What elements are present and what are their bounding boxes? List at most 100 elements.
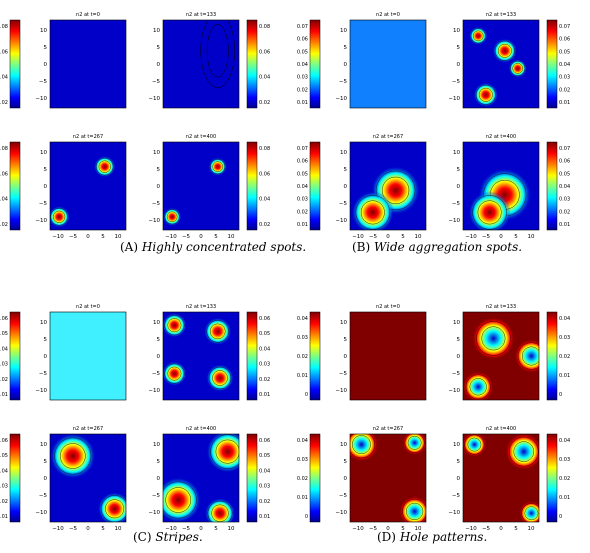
- hole-2: [519, 501, 539, 522]
- y-tick-label: −5: [39, 201, 48, 207]
- contour-0: [513, 441, 535, 462]
- y-tick-label: −10: [335, 510, 347, 516]
- colorbar-tick-label: 0.04: [559, 62, 570, 68]
- contour-0: [481, 326, 506, 351]
- spot-1: [97, 492, 126, 522]
- colorbar: [309, 311, 321, 401]
- x-tick-label: 0: [499, 526, 503, 532]
- colorbar: [546, 141, 558, 231]
- y-tick-label: 0: [344, 476, 348, 482]
- x-tick-label: 5: [401, 526, 405, 532]
- x-tick-label: −5: [69, 526, 78, 532]
- subplot-title: n2 at t=133: [486, 304, 516, 310]
- subplot-title: n2 at t=400: [486, 426, 516, 432]
- heatmap-d-0: [350, 312, 426, 400]
- contour-0: [167, 318, 182, 333]
- colorbar-tick-label: 0.07: [559, 24, 570, 30]
- hole-0: [472, 317, 515, 360]
- y-tick-label: 0: [157, 62, 161, 68]
- spot-0: [206, 434, 239, 473]
- y-tick-label: −10: [335, 96, 347, 102]
- plot-frame: [162, 19, 240, 109]
- colorbar-tick-label: 0.01: [297, 222, 308, 228]
- hole-0: [505, 434, 539, 470]
- y-tick-label: −5: [339, 201, 348, 207]
- features-c-2: [50, 434, 126, 522]
- colorbar-tick-label: 0.03: [297, 457, 308, 463]
- plot-frame: [162, 433, 240, 523]
- contour-1: [166, 211, 178, 223]
- y-tick-label: 0: [157, 184, 161, 190]
- contour-outer-1: [101, 495, 126, 522]
- contour-outer-0: [509, 436, 539, 467]
- y-tick-label: −10: [448, 510, 460, 516]
- subplot-title: n2 at t=0: [76, 304, 100, 310]
- colorbar-tick-label: 0.03: [297, 335, 308, 341]
- contour-outer-0: [476, 321, 511, 356]
- contour-outer-1: [206, 320, 229, 343]
- y-tick-label: −5: [152, 371, 161, 377]
- contour-0: [98, 160, 111, 173]
- spot-0: [94, 156, 116, 178]
- heatmap-a-1: [163, 20, 239, 108]
- hole-1: [463, 434, 487, 457]
- y-tick-label: 10: [340, 28, 347, 34]
- y-tick-label: −5: [339, 79, 348, 85]
- y-tick-label: −10: [148, 510, 160, 516]
- colorbar-tick-label: 0.03: [297, 75, 308, 81]
- colorbar-tick-label: 0.05: [0, 453, 8, 459]
- x-tick-label: −10: [352, 234, 364, 240]
- subplot-title: n2 at t=133: [486, 12, 516, 18]
- contour-outer-2: [207, 500, 233, 522]
- y-tick-label: 5: [344, 337, 348, 343]
- y-tick-label: −10: [448, 96, 460, 102]
- y-tick-label: −10: [335, 218, 347, 224]
- colorbar-tick-label: 0.05: [259, 453, 270, 459]
- colorbar-tick-label: 0.06: [259, 49, 270, 55]
- colorbar-tick-label: 0.02: [0, 499, 8, 505]
- colorbar: [246, 19, 258, 109]
- colorbar-tick-label: 0.01: [259, 514, 270, 520]
- features-b-1: [469, 26, 527, 107]
- subplot-title: n2 at t=267: [373, 134, 403, 140]
- plot-frame: [162, 311, 240, 401]
- y-tick-label: 5: [157, 45, 161, 51]
- contour-outer-0: [210, 434, 239, 469]
- subplot-title: n2 at t=133: [186, 12, 216, 18]
- colorbar: [546, 311, 558, 401]
- y-tick-label: 10: [40, 150, 47, 156]
- subplot-title: n2 at t=267: [73, 426, 103, 432]
- spot-0: [50, 434, 96, 479]
- y-tick-label: 0: [44, 354, 48, 360]
- colorbar-tick-label: 0.02: [0, 100, 8, 106]
- x-tick-label: 0: [499, 234, 503, 240]
- y-tick-label: 0: [457, 476, 461, 482]
- spot-1: [351, 191, 395, 230]
- colorbar-tick-label: 0.04: [259, 468, 270, 474]
- x-tick-label: −5: [182, 234, 191, 240]
- colorbar-tick-label: 0.02: [559, 476, 570, 482]
- colorbar: [246, 433, 258, 523]
- colorbar: [546, 19, 558, 109]
- y-tick-label: −5: [452, 79, 461, 85]
- colorbar-tick-label: 0.03: [259, 362, 270, 368]
- colorbar-tick-label: 0.03: [559, 335, 570, 341]
- spot-1: [492, 38, 517, 63]
- colorbar-tick-label: 0.02: [259, 499, 270, 505]
- x-tick-label: −10: [165, 526, 177, 532]
- x-tick-label: 0: [86, 526, 90, 532]
- colorbar-tick-label: 0.03: [297, 197, 308, 203]
- y-tick-label: 0: [44, 62, 48, 68]
- contour-0: [60, 443, 86, 469]
- x-tick-label: −5: [369, 526, 378, 532]
- colorbar-tick-label: 0.02: [297, 87, 308, 93]
- caption-b: (B) Wide aggregation spots.: [352, 240, 523, 254]
- contour-outer-1: [163, 481, 197, 519]
- x-tick-label: 10: [228, 526, 235, 532]
- spot-1: [163, 207, 182, 226]
- features-b-2: [351, 166, 420, 230]
- contour-1: [53, 210, 66, 223]
- colorbar-tick-label: 0.02: [297, 209, 308, 215]
- contour-outer-0: [375, 170, 416, 211]
- colorbar-tick-label: 0.06: [559, 159, 570, 165]
